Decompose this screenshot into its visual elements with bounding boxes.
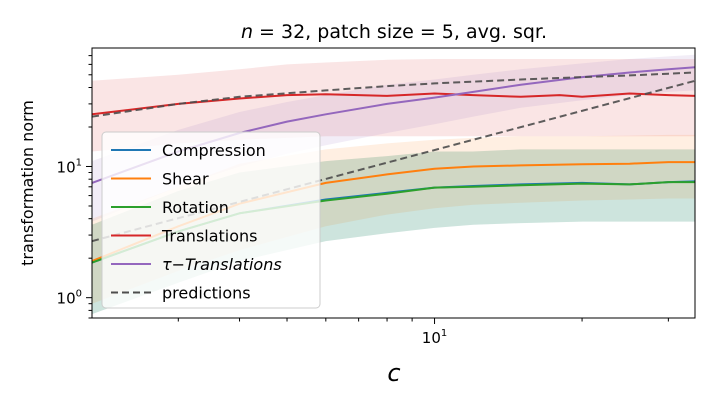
title-n-variable: n — [241, 21, 253, 43]
plot-frame — [91, 47, 696, 319]
legend-entry-shear: Shear — [111, 170, 209, 189]
legend-entry-translations: τ−Translations — [111, 255, 282, 274]
legend-label: Rotation — [162, 198, 229, 217]
legend: Compression Shear Rotation Translations τ−Tr… — [101, 131, 321, 309]
legend-entry-rotation: Rotation — [111, 198, 229, 217]
title-rest: = 32, patch size = 5, avg. sqr. — [253, 21, 547, 43]
y-tick-label: 100 — [57, 289, 82, 308]
y-axis-label: transformation norm — [18, 100, 37, 266]
axis-ticks: 101 100 101 — [57, 55, 669, 347]
legend-entry-translations: Translations — [111, 227, 258, 246]
y-tick-label: 101 — [57, 157, 82, 176]
chart-title: n = 32, patch size = 5, avg. sqr. — [241, 21, 547, 43]
legend-label: Compression — [162, 141, 266, 160]
x-axis-label: c — [387, 359, 400, 387]
legend-label: predictions — [162, 284, 251, 303]
legend-entry-predictions: predictions — [111, 284, 251, 303]
legend-label: τ−Translations — [162, 255, 282, 274]
legend-box — [101, 131, 321, 309]
x-tick-label: 101 — [422, 328, 447, 347]
legend-label: Shear — [162, 170, 209, 189]
legend-entry-compression: Compression — [111, 141, 266, 160]
series-line-predictions — [92, 71, 695, 118]
legend-label: Translations — [161, 227, 258, 246]
